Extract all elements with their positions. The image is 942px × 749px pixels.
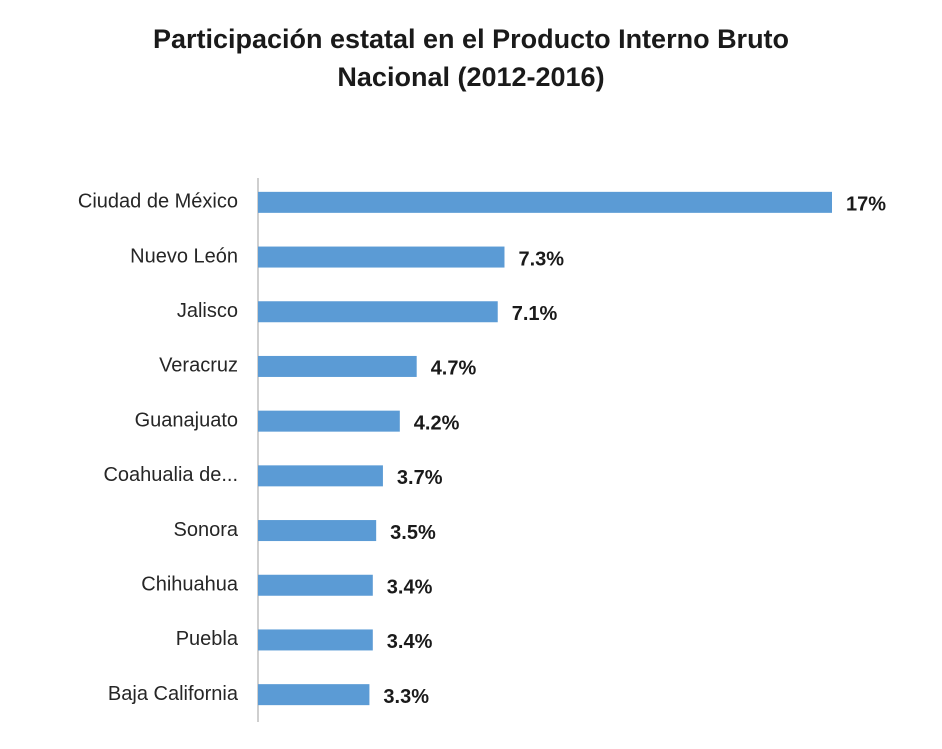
y-tick-label: Jalisco (177, 300, 238, 322)
bar (258, 410, 400, 432)
data-label: 3.3% (383, 686, 429, 708)
y-tick-label: Coahualia de... (103, 464, 238, 486)
y-tick-label: Ciudad de México (78, 191, 238, 213)
y-tick-label: Sonora (174, 519, 239, 541)
bar (258, 191, 832, 213)
y-tick-label: Guanajuato (135, 409, 238, 431)
bar (258, 355, 417, 377)
bar (258, 465, 383, 487)
data-label: 3.4% (387, 577, 433, 599)
data-label: 7.3% (518, 248, 564, 270)
data-label: 4.2% (414, 412, 460, 434)
data-label: 7.1% (512, 303, 558, 325)
y-tick-label: Puebla (176, 628, 239, 650)
data-label: 17% (846, 194, 886, 216)
bar (258, 629, 373, 651)
chart-title: Participación estatal en el Producto Int… (152, 24, 790, 92)
y-tick-label: Veracruz (159, 355, 238, 377)
data-label: 3.7% (397, 467, 443, 489)
bar (258, 246, 505, 268)
data-label: 4.7% (431, 358, 477, 380)
y-tick-label: Chihuahua (141, 574, 239, 596)
y-tick-label: Baja California (108, 683, 239, 705)
bar (258, 301, 498, 323)
bar (258, 684, 370, 706)
data-label: 3.5% (390, 522, 436, 544)
y-tick-label: Nuevo León (130, 245, 238, 267)
bar (258, 574, 373, 596)
data-label: 3.4% (387, 631, 433, 653)
bar (258, 520, 377, 542)
